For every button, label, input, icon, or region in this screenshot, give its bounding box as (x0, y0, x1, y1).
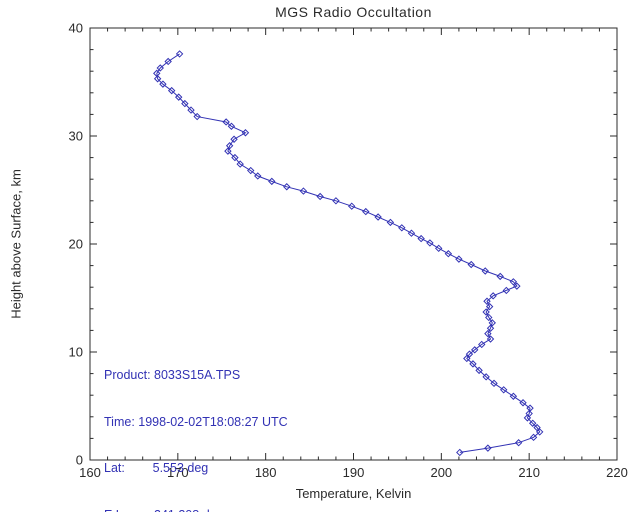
svg-text:30: 30 (69, 129, 83, 144)
x-axis-label: Temperature, Kelvin (295, 486, 412, 501)
annotation-product: Product: 8033S15A.TPS (104, 368, 241, 382)
svg-text:0: 0 (76, 453, 83, 468)
y-axis-label: Height above Surface, km (8, 169, 24, 319)
svg-text:220: 220 (606, 465, 628, 480)
annotation-lat: Lat: 5.553 deg (104, 461, 209, 475)
annotation-time: Time: 1998-02-02T18:08:27 UTC (104, 414, 288, 429)
svg-text:180: 180 (255, 465, 277, 480)
svg-text:210: 210 (518, 465, 540, 480)
svg-text:40: 40 (69, 21, 83, 36)
svg-text:190: 190 (343, 465, 365, 480)
svg-text:10: 10 (69, 345, 83, 360)
observation-metadata: Product: 8033S15A.TPS Time: 1998-02-02T1… (104, 337, 288, 512)
svg-text:20: 20 (69, 237, 83, 252)
svg-text:200: 200 (430, 465, 452, 480)
svg-text:170: 170 (167, 465, 189, 480)
chart-title: MGS Radio Occultation (275, 4, 432, 20)
svg-text:160: 160 (79, 465, 101, 480)
annotation-elon: E Lon: 241.208 deg (104, 508, 288, 512)
